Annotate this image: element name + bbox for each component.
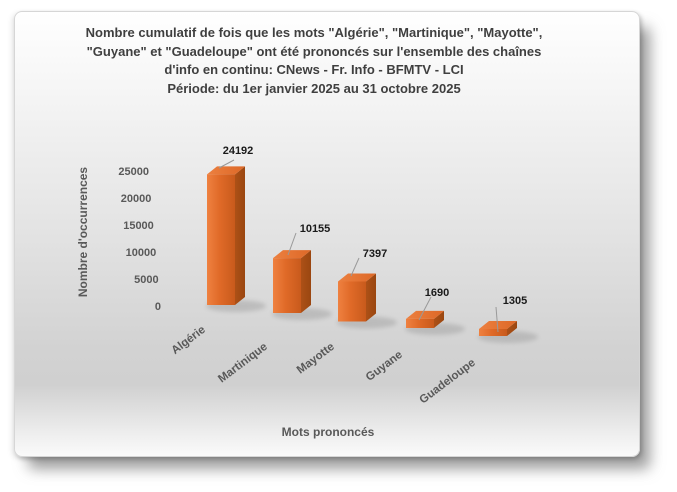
x-axis-title: Mots prononcés [282, 425, 375, 439]
y-tick-10000: 10000 [126, 247, 157, 259]
bar-side-mayotte [366, 273, 376, 322]
bar-side-guadeloupe [507, 320, 517, 336]
bar-top-guadeloupe [479, 320, 517, 329]
data-label-leader-mayotte [350, 257, 360, 277]
y-tick-5000: 5000 [134, 274, 158, 286]
y-axis-title: Nombre d'occurrences [76, 167, 90, 298]
chart-title-line-4: Période: du 1er janvier 2025 au 31 octob… [167, 80, 461, 96]
bar-top-mayotte [338, 273, 376, 282]
chart-title: Nombre cumulatif de fois que les mots "A… [15, 24, 613, 98]
bar-side-guyane [434, 310, 444, 328]
chart-title-line-3: d'info en continu: CNews - Fr. Info - BF… [164, 62, 464, 77]
bar-guadeloupe [479, 328, 507, 336]
data-label-algerie: 24192 [223, 145, 254, 157]
data-label-mayotte: 7397 [363, 248, 387, 260]
bar-mayotte [338, 281, 366, 322]
bar-side-algerie [235, 166, 245, 305]
bar-top-guyane [406, 310, 444, 319]
y-tick-0: 0 [155, 301, 161, 313]
x-category-guadeloupe: Guadeloupe [418, 357, 478, 407]
x-category-guyane: Guyane [364, 349, 405, 384]
x-category-mayotte: Mayotte [295, 341, 337, 377]
data-label-leader-algerie [218, 159, 235, 169]
x-category-algerie: Algérie [169, 324, 207, 357]
data-label-leader-guyane [418, 296, 432, 321]
chart-title-line-1: Nombre cumulatif de fois que les mots "A… [85, 25, 543, 40]
y-tick-25000: 25000 [118, 166, 149, 178]
x-category-martinique: Martinique [216, 341, 270, 386]
data-label-leader-guadeloupe [495, 306, 499, 333]
bar-top-martinique [273, 250, 311, 259]
data-label-guyane: 1690 [425, 287, 449, 299]
bar-side-martinique [301, 250, 311, 313]
chart-title-line-2: "Guyane" et "Guadeloupe" ont été prononc… [86, 43, 542, 59]
bar-top-algerie [207, 166, 245, 175]
bar-chart-plot: 0 5000 10000 15000 20000 25000 24192 10155 7397 1… [76, 145, 538, 439]
y-tick-15000: 15000 [123, 220, 154, 232]
bar-martinique [273, 258, 301, 313]
data-label-martinique: 10155 [300, 223, 331, 235]
bar-algerie [207, 174, 235, 305]
chart-card: Nombre cumulatif de fois que les mots "A… [14, 11, 640, 457]
data-label-guadeloupe: 1305 [503, 295, 527, 307]
bar-guyane [406, 318, 434, 328]
data-label-leader-martinique [287, 232, 297, 256]
y-tick-20000: 20000 [121, 193, 152, 205]
